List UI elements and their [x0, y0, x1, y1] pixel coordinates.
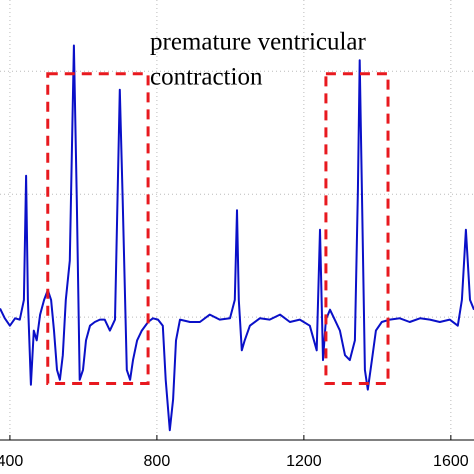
annotation: premature ventricular	[150, 29, 367, 56]
annotation: contraction	[150, 64, 263, 91]
x-tick-label: 1200	[286, 453, 322, 470]
x-tick-label: 800	[144, 453, 171, 470]
x-tick-label: 400	[0, 453, 23, 470]
x-tick-label: 1600	[433, 453, 469, 470]
region-box	[46, 72, 150, 385]
ecg-line	[0, 44, 474, 432]
